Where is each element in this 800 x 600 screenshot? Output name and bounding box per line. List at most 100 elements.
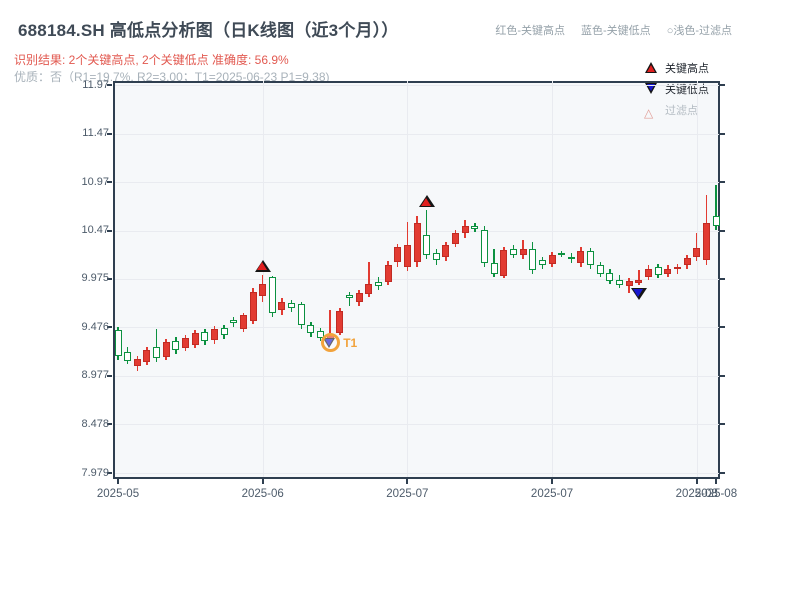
candle-body [509, 249, 517, 256]
y-axis-tick [107, 277, 112, 280]
candle-body [548, 255, 556, 264]
candle-body [153, 347, 161, 359]
x-axis-tick [695, 479, 698, 484]
candle-wick [368, 261, 370, 297]
t1-marker-label: T1 [343, 335, 358, 350]
y-axis-right-tick [720, 83, 725, 86]
h-gridline [115, 133, 719, 135]
quality-summary-text: 优质：否（R1=19.7%, R2=3.00；T1=2025-06-23 P1=… [14, 70, 330, 84]
axis-bottom-spine [113, 477, 720, 479]
v-gridline [696, 81, 698, 477]
h-gridline [115, 375, 719, 377]
candle-body [172, 340, 180, 351]
x-axis-label: 2025-07 [530, 488, 574, 500]
y-axis-right-tick [720, 472, 725, 474]
candle-body [606, 272, 614, 282]
candle-wick [695, 232, 698, 261]
candle-body [297, 303, 305, 326]
legend-item-label: 关键高点 [665, 63, 709, 75]
candle-body [355, 293, 363, 302]
h-gridline [115, 473, 719, 474]
y-axis-tick [107, 374, 112, 377]
plot-area: 关键高点 关键低点 △ 过滤点 11.97 11.47 10.97 10.47 9.975 9.… [81, 62, 737, 500]
x-axis-tick [261, 479, 264, 484]
candle-wick [348, 292, 351, 306]
y-axis-right-tick [720, 132, 725, 135]
filtered-circle-marker [320, 333, 340, 353]
y-axis-right-tick [720, 181, 725, 184]
candle-body [307, 325, 315, 333]
y-axis-right-tick [720, 326, 725, 329]
y-axis-label: 10.97 [81, 175, 109, 188]
recognition-result-text: 识别结果: 2个关键高点, 2个关键低点 准确度: 56.9% [14, 53, 289, 67]
candle-body [288, 302, 296, 308]
y-axis-tick [107, 132, 112, 135]
candle-body [452, 232, 460, 245]
header-legend-filtered-label: ○浅色-过滤点 [666, 25, 732, 37]
y-axis-label: 11.97 [82, 78, 109, 91]
candle-body [278, 301, 286, 310]
key-high-triangle [257, 262, 268, 271]
key-high-triangle [421, 198, 432, 206]
header-legend-low-label: 蓝色-关键低点 [581, 25, 651, 37]
legend-item-label: 过滤点 [665, 105, 698, 117]
x-axis-tick [715, 479, 717, 484]
x-axis-label: 2025-08 [675, 488, 718, 500]
candle-body [577, 251, 585, 263]
candle-body [220, 328, 228, 335]
candle-body [471, 225, 479, 229]
blue-down-triangle-icon [644, 83, 658, 95]
y-axis-tick [107, 229, 112, 232]
x-axis-tick [117, 479, 119, 484]
legend-item: 关键低点 [644, 82, 709, 96]
h-gridline [115, 424, 719, 426]
candle-body [683, 258, 691, 265]
candle-body [403, 245, 411, 267]
page-title: 688184.SH 高低点分析图（日K线图（近3个月）） [18, 21, 399, 40]
candle-body [133, 359, 141, 366]
candle-body [664, 268, 672, 274]
legend-item-label: 关键低点 [665, 84, 709, 96]
h-gridline [115, 84, 719, 86]
axis-top-spine [115, 81, 719, 83]
y-axis-label: 8.977 [81, 369, 109, 382]
candle-body [481, 229, 489, 263]
y-axis-tick [107, 423, 112, 426]
candle-body [230, 320, 238, 324]
candle-body [182, 337, 190, 349]
key-low-triangle [633, 289, 644, 298]
candle-body [558, 253, 566, 256]
header-legend-high-label: 红色-关键高点 [495, 25, 566, 37]
y-axis-label: 9.975 [81, 272, 109, 285]
candle-body [635, 280, 643, 284]
candle-body [529, 249, 537, 270]
y-axis-label: 10.47 [81, 224, 109, 237]
h-gridline [115, 182, 719, 184]
x-axis-label: 2025-05 [96, 488, 140, 500]
candle-wick [638, 269, 640, 286]
v-gridline [552, 81, 554, 477]
candle-body [712, 216, 720, 226]
candle-body [365, 284, 373, 295]
candle-body [654, 266, 662, 275]
candle-body [587, 251, 595, 265]
header-legend: 红色-关键高点 蓝色-关键低点 ○浅色-过滤点 [495, 22, 732, 38]
red-up-triangle-icon [644, 62, 658, 74]
y-axis-right-tick [720, 374, 725, 377]
candle-body [442, 245, 450, 258]
candle-body [374, 282, 382, 287]
candle-body [394, 247, 402, 262]
x-axis-label: 2025-06 [241, 488, 284, 500]
candle-body [693, 248, 701, 258]
candle-body [191, 332, 199, 345]
y-axis-tick [107, 83, 112, 86]
x-axis-tick [551, 479, 554, 484]
y-axis-tick [107, 472, 112, 474]
candle-body [461, 225, 469, 233]
candle-body [519, 249, 527, 256]
candle-body [644, 268, 652, 277]
candle-body [616, 280, 624, 286]
candle-body [413, 223, 421, 262]
y-axis-right-tick [720, 229, 725, 232]
y-axis-label: 8.478 [81, 417, 109, 430]
